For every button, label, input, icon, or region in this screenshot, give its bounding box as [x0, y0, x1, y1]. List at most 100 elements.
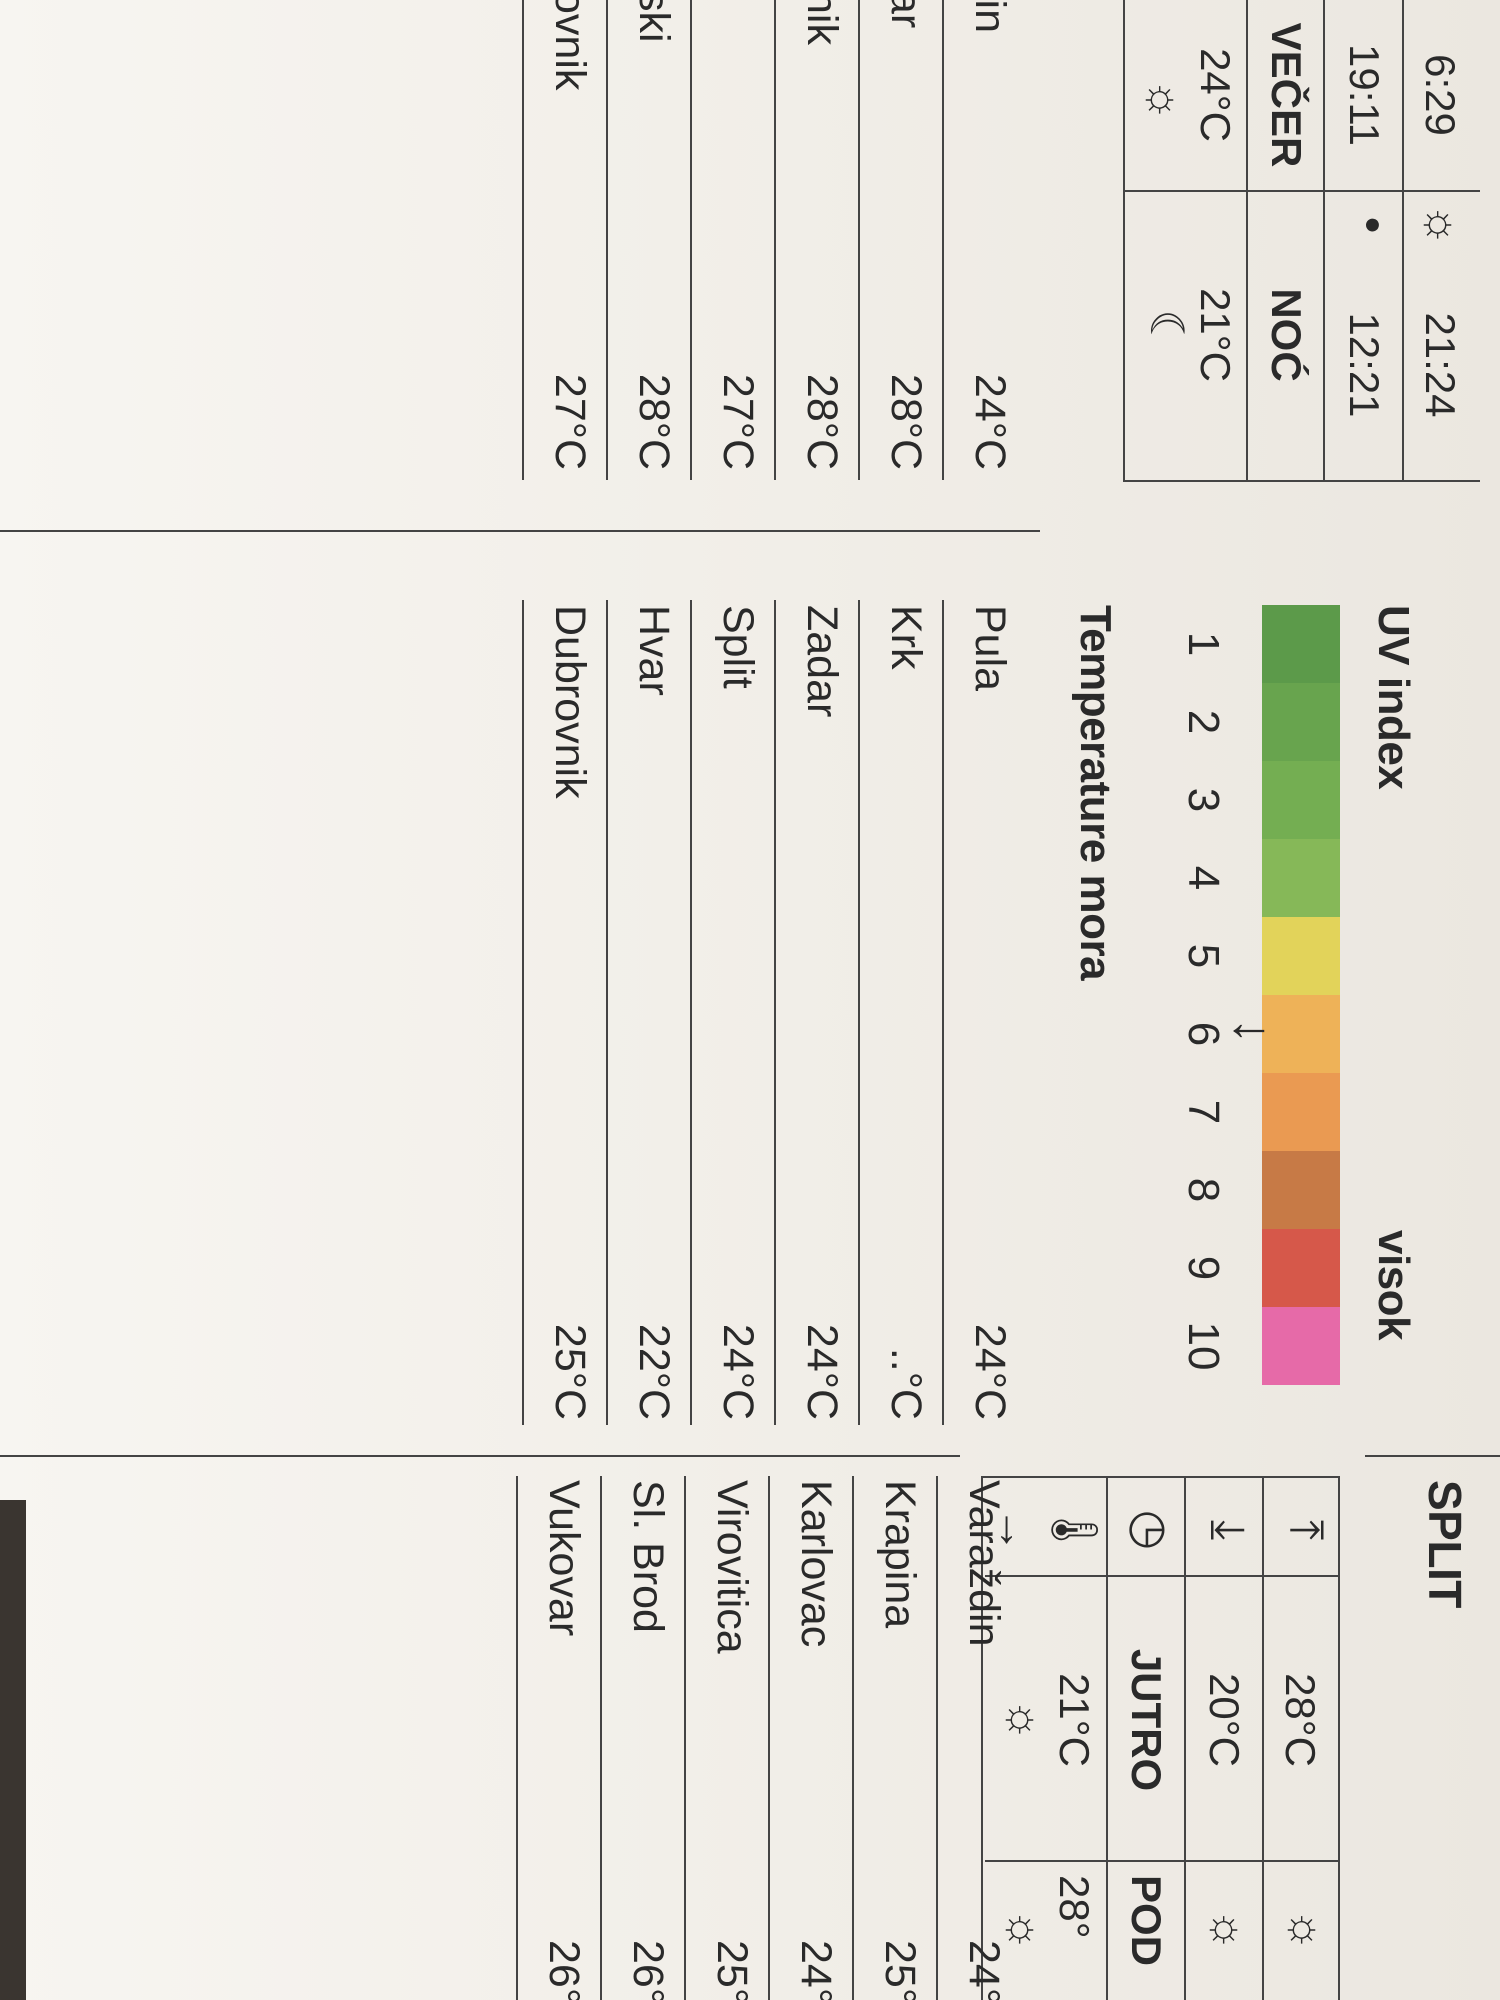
temp-vecer: 24°C	[1192, 48, 1239, 142]
left-temp: 24°C	[966, 373, 1014, 470]
left-city: nik	[798, 0, 846, 45]
split-title: SPLIT	[1419, 1480, 1471, 1608]
uv-scale-number: 5	[1179, 943, 1228, 969]
row-divider	[774, 600, 776, 1425]
right-city: Vukovar	[540, 1480, 588, 1637]
sea-city: Hvar	[630, 605, 678, 696]
uv-scale-number: 3	[1179, 787, 1228, 813]
column-divider	[1365, 1455, 1500, 1457]
right-city: Virovitica	[708, 1480, 756, 1654]
row-divider	[684, 1476, 686, 2000]
uv-scale-number: 6	[1179, 1021, 1228, 1047]
row-divider	[936, 1476, 938, 2000]
uv-segment	[1262, 1151, 1340, 1229]
sun-icon: ☼	[1203, 1908, 1255, 1952]
uv-segment	[1262, 1307, 1340, 1385]
sea-temp: 25°C	[546, 1323, 594, 1420]
col-noc: NOĆ	[1263, 288, 1310, 382]
row-divider	[600, 1476, 602, 2000]
table-divider	[1184, 1476, 1186, 2000]
uv-scale-number: 4	[1179, 865, 1228, 891]
table-divider	[1106, 1476, 1108, 2000]
split-max-temp: 28°C	[1277, 1673, 1324, 1767]
uv-segment	[1262, 605, 1340, 683]
uv-segment	[1262, 1073, 1340, 1151]
sun-icon: ☼	[1281, 1908, 1333, 1952]
arrow-down-icon: ⤓	[1203, 1519, 1255, 1541]
row-divider	[606, 600, 608, 1425]
uv-scale-number: 1	[1179, 631, 1228, 657]
column-divider	[0, 1455, 960, 1457]
sea-temp: 24°C	[966, 1323, 1014, 1420]
left-city: ar	[882, 0, 930, 29]
split-temp-pod: 28°	[1051, 1875, 1098, 1939]
uv-segment	[1262, 683, 1340, 761]
right-city: Sl. Brod	[624, 1480, 672, 1633]
uv-scale-number: 10	[1179, 1321, 1228, 1371]
sea-city: Split	[714, 605, 762, 689]
left-city: ovnik	[546, 0, 594, 91]
right-temp: 25°	[708, 1940, 756, 2000]
row-divider	[522, 0, 524, 480]
table-divider	[1323, 0, 1325, 482]
thermometer-icon: 🌡︎	[1049, 1500, 1101, 1560]
column-divider	[0, 530, 1040, 532]
uv-indicator-arrow: ↓	[1223, 1018, 1281, 1044]
sunset-time: 19:11	[1341, 44, 1388, 146]
row-divider	[858, 600, 860, 1425]
uv-segment	[1262, 839, 1340, 917]
row-divider	[768, 1476, 770, 2000]
uv-scale-number: 9	[1179, 1255, 1228, 1281]
left-city: lin	[966, 0, 1014, 34]
right-temp: 24°	[960, 1940, 1008, 2000]
uv-level-label: visok	[1369, 1230, 1418, 1341]
right-city: Karlovac	[792, 1480, 840, 1648]
right-temp: 24°	[792, 1940, 840, 2000]
sea-city: Pula	[966, 605, 1014, 692]
table-divider	[985, 1575, 1340, 1577]
split-temp-jutro: 21°C	[1051, 1673, 1098, 1767]
sunrise-time: 6:29	[1417, 54, 1464, 136]
sun-cloud-icon: ☼	[999, 1698, 1051, 1742]
right-temp: 25°	[876, 1940, 924, 2000]
sea-city: Krk	[882, 605, 930, 670]
table-divider	[985, 1860, 1340, 1862]
left-temp: 28°C	[630, 373, 678, 470]
uv-scale-number: 2	[1179, 709, 1228, 735]
sun-icon: ☼	[1417, 203, 1469, 247]
crescent-moon-icon: ☾	[1141, 309, 1193, 351]
left-temp: 28°C	[798, 373, 846, 470]
row-divider	[516, 1476, 518, 2000]
col-vecer: VEČER	[1263, 22, 1310, 168]
left-temp: 27°C	[714, 373, 762, 470]
sea-title: Temperature mora	[1071, 605, 1120, 981]
left-city: ski	[630, 0, 678, 43]
uv-segment	[1262, 1229, 1340, 1307]
sea-temp: 22°C	[630, 1323, 678, 1420]
sun-icon: ☼	[1139, 78, 1191, 122]
moon-dot-icon: ●	[1357, 215, 1390, 235]
row-divider	[522, 600, 524, 1425]
uv-segment	[1262, 761, 1340, 839]
sea-temp: 24°C	[714, 1323, 762, 1420]
row-divider	[690, 600, 692, 1425]
clock-icon: ◷	[1125, 1509, 1177, 1551]
uv-title: UV index	[1369, 605, 1418, 790]
left-temp: 28°C	[882, 373, 930, 470]
row-divider	[852, 1476, 854, 2000]
row-divider	[942, 0, 944, 480]
temp-noc: 21°C	[1192, 288, 1239, 382]
col-pod: POD	[1123, 1875, 1170, 1967]
moon-time: 12:21	[1341, 312, 1388, 418]
sea-temp: 24°C	[798, 1323, 846, 1420]
sun-icon: ☼	[999, 1908, 1051, 1952]
row-divider	[606, 0, 608, 480]
right-temp: 26°	[540, 1940, 588, 2000]
sea-city: Dubrovnik	[546, 605, 594, 799]
right-city: Krapina	[876, 1480, 924, 1629]
table-divider	[1246, 0, 1248, 482]
right-temp: 26°	[624, 1940, 672, 2000]
uv-segment	[1262, 917, 1340, 995]
